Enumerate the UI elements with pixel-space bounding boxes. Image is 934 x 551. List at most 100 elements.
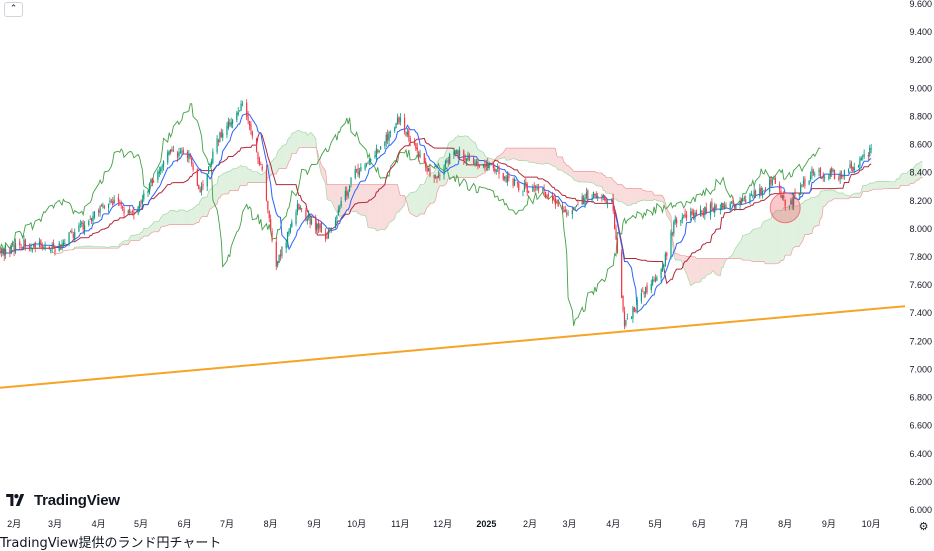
candle xyxy=(653,276,654,281)
candle xyxy=(59,241,60,252)
cloud-segment xyxy=(715,258,716,274)
candle xyxy=(2,247,3,255)
candle xyxy=(367,162,368,165)
candle xyxy=(50,248,51,253)
candle xyxy=(23,235,24,250)
cloud-segment xyxy=(588,171,592,183)
cloud-segment xyxy=(302,132,306,147)
cloud-segment xyxy=(553,148,554,167)
candle xyxy=(821,176,822,179)
candle xyxy=(676,217,677,227)
candle xyxy=(731,201,732,204)
cloud-segment xyxy=(712,258,713,272)
cloud-segment xyxy=(369,185,370,228)
x-tick-label: 6月 xyxy=(692,519,706,529)
candle xyxy=(90,215,91,220)
cloud-segment xyxy=(647,191,651,200)
candle xyxy=(180,148,181,154)
cloud-segment xyxy=(632,189,633,205)
candle xyxy=(4,249,5,261)
candle xyxy=(169,150,170,155)
candle xyxy=(271,228,272,242)
cloud-segment xyxy=(180,210,181,225)
candle xyxy=(831,167,832,177)
cloud-segment xyxy=(675,254,676,260)
chart-settings-button[interactable]: ⚙ xyxy=(917,520,930,533)
candle xyxy=(384,141,385,149)
candle xyxy=(840,170,841,184)
y-tick-label: 6.600 xyxy=(909,421,932,431)
candle xyxy=(279,254,280,263)
candle xyxy=(683,215,684,219)
candle xyxy=(249,121,250,130)
candle xyxy=(844,170,845,180)
tradingview-logo[interactable]: TradingView xyxy=(6,489,120,511)
candle xyxy=(868,152,869,160)
candle xyxy=(833,168,834,172)
candle xyxy=(408,128,409,142)
candle xyxy=(534,182,535,192)
y-tick-label: 7.600 xyxy=(909,280,932,290)
candle xyxy=(824,175,825,182)
cloud-segment xyxy=(390,185,394,223)
price-axis[interactable]: 9.6009.4009.2009.0008.8008.6008.4008.200… xyxy=(909,0,932,515)
cloud-segment xyxy=(661,195,662,201)
cloud-segment xyxy=(584,171,585,182)
candle xyxy=(231,118,232,128)
candle xyxy=(238,107,239,116)
cloud-segment xyxy=(141,232,142,238)
cloud-segment xyxy=(575,171,576,180)
cloud-segment xyxy=(763,221,764,261)
candle xyxy=(522,190,523,196)
candle xyxy=(300,205,301,210)
cloud-segment xyxy=(515,148,516,160)
candle xyxy=(814,172,815,178)
candle xyxy=(848,168,849,173)
logo-wordmark: TradingView xyxy=(34,492,120,509)
candle xyxy=(301,208,302,213)
candle xyxy=(772,178,773,186)
x-tick-label: 4月 xyxy=(606,519,620,529)
cloud-segment xyxy=(257,172,258,183)
candle xyxy=(684,209,685,219)
cloud-segment xyxy=(365,185,366,218)
candle xyxy=(404,114,405,135)
candle xyxy=(713,207,714,212)
candle xyxy=(122,205,123,211)
candle xyxy=(270,214,271,230)
candle xyxy=(387,130,388,144)
chart-caption: TradingView提供のランド円チャート xyxy=(0,532,221,551)
cloud-segment xyxy=(770,219,771,264)
candle xyxy=(325,228,326,242)
cloud-segment xyxy=(801,203,802,243)
cloud-segment xyxy=(839,193,840,199)
cloud-segment xyxy=(548,148,552,165)
cloud-segment xyxy=(760,227,761,261)
cloud-segment xyxy=(564,162,565,173)
candle xyxy=(675,215,676,224)
cloud-segment xyxy=(200,199,201,219)
candle xyxy=(280,250,281,261)
cloud-segment xyxy=(310,133,311,147)
cloud-segment xyxy=(218,176,219,198)
candle xyxy=(252,130,253,139)
candle xyxy=(212,148,213,164)
cloud-segment xyxy=(546,148,547,164)
cloud-segment xyxy=(596,172,597,185)
candle xyxy=(706,203,707,215)
candle xyxy=(390,131,391,138)
candle xyxy=(247,111,248,124)
candle xyxy=(1,247,2,257)
candle xyxy=(703,208,704,218)
candle xyxy=(226,122,227,138)
candle xyxy=(290,224,291,234)
cloud-segment xyxy=(710,258,711,273)
candle xyxy=(794,188,795,196)
cloud-segment xyxy=(722,258,723,267)
candle xyxy=(29,244,30,252)
candle xyxy=(297,200,298,215)
collapse-button[interactable]: ⌃ xyxy=(4,2,23,17)
candle xyxy=(800,182,801,195)
